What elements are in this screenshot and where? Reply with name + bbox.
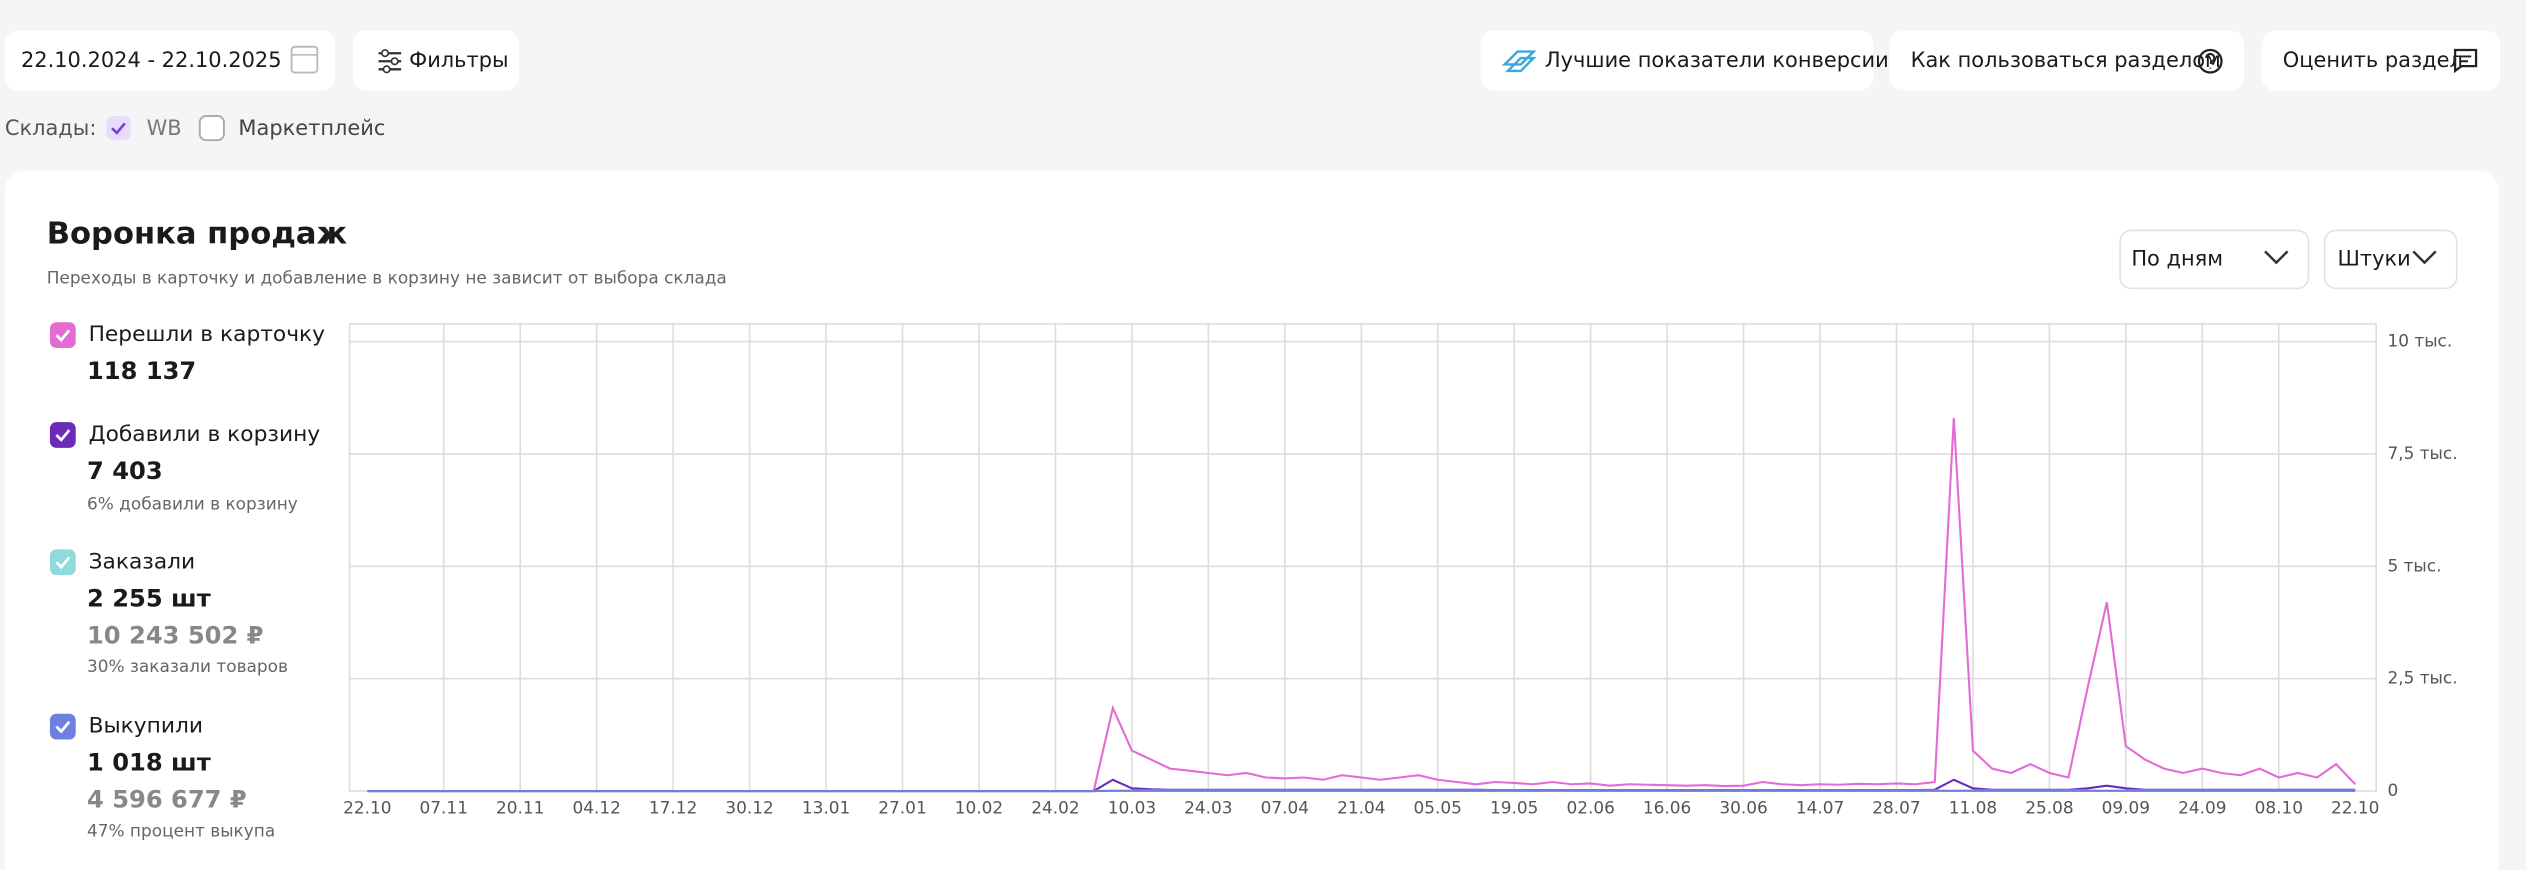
y-tick-label: 0 (2387, 780, 2398, 800)
wb-checkbox[interactable]: WB (106, 116, 182, 141)
x-tick-label: 04.12 (572, 798, 620, 818)
best-conversion-label[interactable]: Лучшие показатели конверсии (1545, 48, 1889, 72)
chart-subtitle: Переходы в карточку и добавление в корзи… (47, 268, 727, 288)
x-tick-label: 22.10 (343, 798, 391, 818)
x-tick-label: 30.06 (1719, 798, 1767, 818)
card (4, 170, 2499, 870)
period-label[interactable]: По дням (2131, 246, 2223, 270)
legend-name[interactable]: Заказали (89, 549, 196, 574)
legend-name[interactable]: Перешли в карточку (89, 322, 326, 347)
legend-check (55, 429, 71, 442)
x-tick-label: 21.04 (1337, 798, 1385, 818)
legend-note: 47% процент выкупа (87, 820, 275, 840)
units-dropdown[interactable]: Штуки (2323, 229, 2458, 290)
date-picker[interactable]: 22.10.2024 - 22.10.2025 (4, 30, 336, 91)
legend-note: 30% заказали товаров (87, 656, 288, 676)
x-tick-label: 08.10 (2255, 798, 2303, 818)
x-tick-label: 13.01 (802, 798, 850, 818)
x-tick-label: 07.11 (420, 798, 468, 818)
x-tick-label: 14.07 (1796, 798, 1844, 818)
x-tick-label: 22.10 (2331, 798, 2379, 818)
x-tick-label: 27.01 (878, 798, 926, 818)
warehouses-label: Склады: (5, 116, 97, 140)
y-tick-label: 5 тыс. (2387, 555, 2441, 575)
rate-label[interactable]: Оценить раздел (2283, 48, 2463, 72)
chart-title[interactable]: Воронка продаж (47, 217, 347, 252)
x-tick-label: 10.03 (1108, 798, 1156, 818)
legend-check (55, 556, 71, 570)
legend-amount: 4 596 677 ₽ (87, 786, 247, 814)
title-chevron[interactable] (322, 226, 332, 245)
legend-checkbox[interactable] (49, 549, 76, 576)
legend-total: 7 403 (87, 457, 163, 485)
x-tick-label: 10.02 (955, 798, 1003, 818)
period-dropdown[interactable]: По дням (2119, 229, 2310, 290)
marketplace-checkbox[interactable]: Маркетплейс (198, 115, 386, 142)
how-to-use-label[interactable]: Как пользоваться разделом (1911, 48, 2221, 72)
x-tick-label: 24.03 (1184, 798, 1232, 818)
x-tick-label: 02.06 (1566, 798, 1614, 818)
marketplace-label[interactable]: Маркетплейс (238, 116, 385, 140)
legend-checkbox[interactable] (49, 422, 76, 448)
legend-total: 1 018 шт (87, 749, 211, 777)
y-tick-label: 7,5 тыс. (2387, 443, 2457, 463)
x-tick-label: 30.12 (725, 798, 773, 818)
how-to-use-button[interactable]: Как пользоваться разделом (1889, 30, 2245, 91)
y-tick-label: 2,5 тыс. (2387, 668, 2457, 688)
x-tick-label: 24.02 (1031, 798, 1079, 818)
x-tick-label: 17.12 (649, 798, 697, 818)
filters-button[interactable]: Фильтры (352, 30, 519, 91)
x-tick-label: 11.08 (1949, 798, 1997, 818)
x-tick-label: 24.09 (2178, 798, 2226, 818)
x-tick-label: 09.09 (2102, 798, 2150, 818)
legend-total: 2 255 шт (87, 584, 211, 612)
best-conversion-button[interactable]: Лучшие показатели конверсии (1480, 30, 1889, 91)
legend-total: 118 137 (87, 357, 196, 385)
x-tick-label: 19.05 (1490, 798, 1538, 818)
wb-label[interactable]: WB (147, 116, 182, 140)
x-tick-label: 16.06 (1643, 798, 1691, 818)
date-range[interactable]: 22.10.2024 - 22.10.2025 (21, 48, 282, 72)
x-tick-label: 05.05 (1414, 798, 1462, 818)
legend-checkbox[interactable] (49, 322, 76, 349)
rate-button[interactable]: Оценить раздел (2261, 30, 2501, 91)
x-tick-label: 25.08 (2025, 798, 2073, 818)
legend-name[interactable]: Выкупили (89, 714, 203, 739)
filters-label[interactable]: Фильтры (409, 48, 508, 72)
legend-name[interactable]: Добавили в корзину (89, 422, 321, 447)
legend-check (55, 720, 71, 734)
legend-checkbox[interactable] (49, 713, 76, 740)
x-tick-label: 07.04 (1261, 798, 1309, 818)
x-tick-label: 28.07 (1872, 798, 1920, 818)
legend-check (55, 329, 71, 342)
y-tick-label: 10 тыс. (2387, 331, 2452, 351)
legend-amount: 10 243 502 ₽ (87, 621, 264, 649)
x-tick-label: 20.11 (496, 798, 544, 818)
legend-note: 6% добавили в корзину (87, 493, 298, 513)
units-label[interactable]: Штуки (2338, 246, 2411, 270)
